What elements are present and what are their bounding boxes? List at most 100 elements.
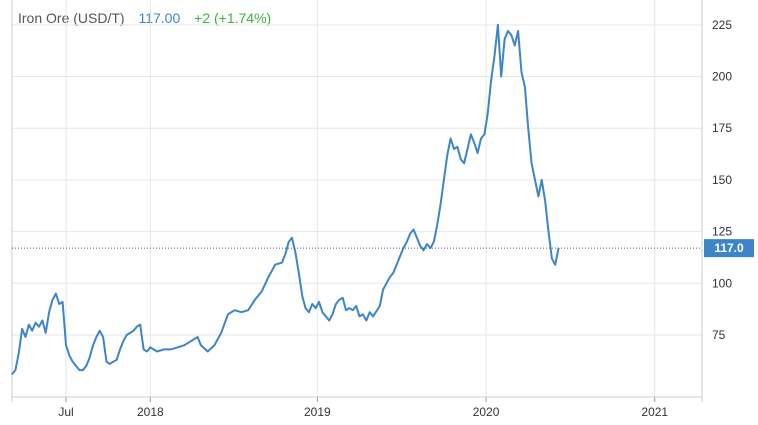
data-point [170,348,172,350]
data-point [531,162,533,164]
data-point [372,315,374,317]
data-point [254,299,256,301]
data-point [416,237,418,239]
data-point [396,264,398,266]
data-point [301,295,303,297]
x-tick-label: 2019 [304,405,331,419]
data-point [92,344,94,346]
price-change: +2 (+1.74%) [194,10,272,26]
data-point [149,346,151,348]
data-point [355,305,357,307]
chart-header: Iron Ore (USD/T) 117.00 +2 (+1.74%) [18,10,281,26]
data-point [163,348,165,350]
data-point [412,228,415,231]
data-point [65,344,67,346]
series-layer [11,23,560,375]
data-point [55,293,57,295]
data-point [308,311,310,313]
data-point [369,311,371,313]
last-value-label: 117.0 [714,241,744,255]
data-point [200,344,202,346]
x-tick-label: 2021 [641,405,668,419]
y-tick-label: 200 [712,70,732,84]
data-point [517,30,519,32]
data-point [402,247,404,249]
data-point [75,365,77,367]
data-point [38,326,40,328]
data-point [510,34,512,36]
data-point [423,249,425,251]
data-point [116,359,118,361]
data-point [24,336,27,338]
data-point [362,313,364,315]
data-point [348,307,350,309]
data-point [352,309,354,311]
data-point [480,137,482,140]
data-point [102,336,104,338]
data-point [82,369,84,371]
data-point [460,158,462,160]
x-tick-label: Jul [58,405,73,419]
data-point [72,361,74,363]
data-point [406,241,408,243]
data-point [143,348,145,350]
data-point [119,348,121,350]
data-point [520,71,523,73]
x-tick-label: 2020 [473,405,500,419]
data-point [35,322,37,324]
data-point [365,319,367,322]
data-point [156,350,158,353]
series-line [11,23,560,375]
data-point [345,309,347,311]
data-point [68,355,70,357]
data-point [190,340,192,342]
data-point [227,313,229,315]
data-point [183,344,185,346]
data-point [45,332,47,334]
data-point [456,146,458,148]
data-point [554,264,556,266]
data-point [429,247,431,249]
data-point [325,315,327,317]
data-point [473,142,475,144]
data-point [385,282,388,284]
data-point [315,307,317,309]
data-point [335,303,337,305]
data-point [11,373,13,375]
data-point [109,363,111,365]
last-value-badge-bg [704,239,754,258]
last-price: 117.00 [138,10,181,26]
data-point [267,276,269,278]
y-tick-label: 100 [712,276,732,290]
data-point [261,290,263,293]
data-point [78,369,81,371]
data-point [122,340,124,342]
data-point [129,332,131,334]
data-point [146,350,148,353]
data-point [197,336,199,338]
data-point [392,272,394,274]
data-point [477,152,479,154]
y-tick-label: 175 [712,121,732,135]
data-point [304,307,307,309]
data-point [446,154,448,156]
data-point [58,303,60,305]
data-point [497,24,499,26]
data-point [450,137,452,140]
data-point [527,127,529,129]
data-point [139,324,141,326]
axes [11,0,703,402]
data-point [379,305,381,307]
data-point [328,319,330,322]
data-point [547,231,550,233]
data-point [342,297,344,299]
data-point [298,272,300,274]
data-point [483,133,485,135]
data-point [358,315,361,317]
grid-lines [12,0,702,397]
data-point [207,350,209,353]
data-point [463,162,465,164]
data-point [281,262,283,264]
data-point [466,148,469,150]
